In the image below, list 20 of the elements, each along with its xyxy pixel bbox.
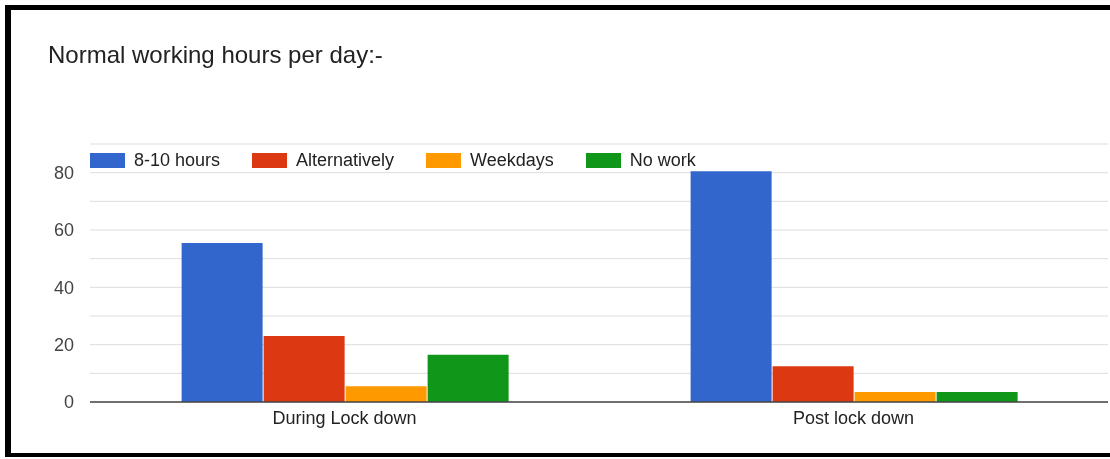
bar <box>690 171 772 402</box>
bar <box>263 336 345 402</box>
legend-label: Alternatively <box>296 149 395 171</box>
y-tick-label: 40 <box>53 277 74 298</box>
legend-label: 8-10 hours <box>134 149 221 171</box>
chart-title: Normal working hours per day:- <box>48 41 383 69</box>
bar <box>345 386 427 402</box>
bar <box>181 242 263 402</box>
legend-label: No work <box>629 149 696 171</box>
y-tick-label: 20 <box>53 334 74 355</box>
y-tick-label: 60 <box>53 220 74 241</box>
legend-label: Weekdays <box>470 149 554 171</box>
bar <box>772 366 854 402</box>
bar <box>427 354 509 402</box>
y-tick-label: 0 <box>63 392 74 413</box>
x-tick-label: During Lock down <box>272 408 417 428</box>
bar <box>936 391 1018 402</box>
y-tick-label: 80 <box>53 162 74 183</box>
x-tick-label: Post lock down <box>792 408 915 428</box>
bar <box>854 391 936 402</box>
